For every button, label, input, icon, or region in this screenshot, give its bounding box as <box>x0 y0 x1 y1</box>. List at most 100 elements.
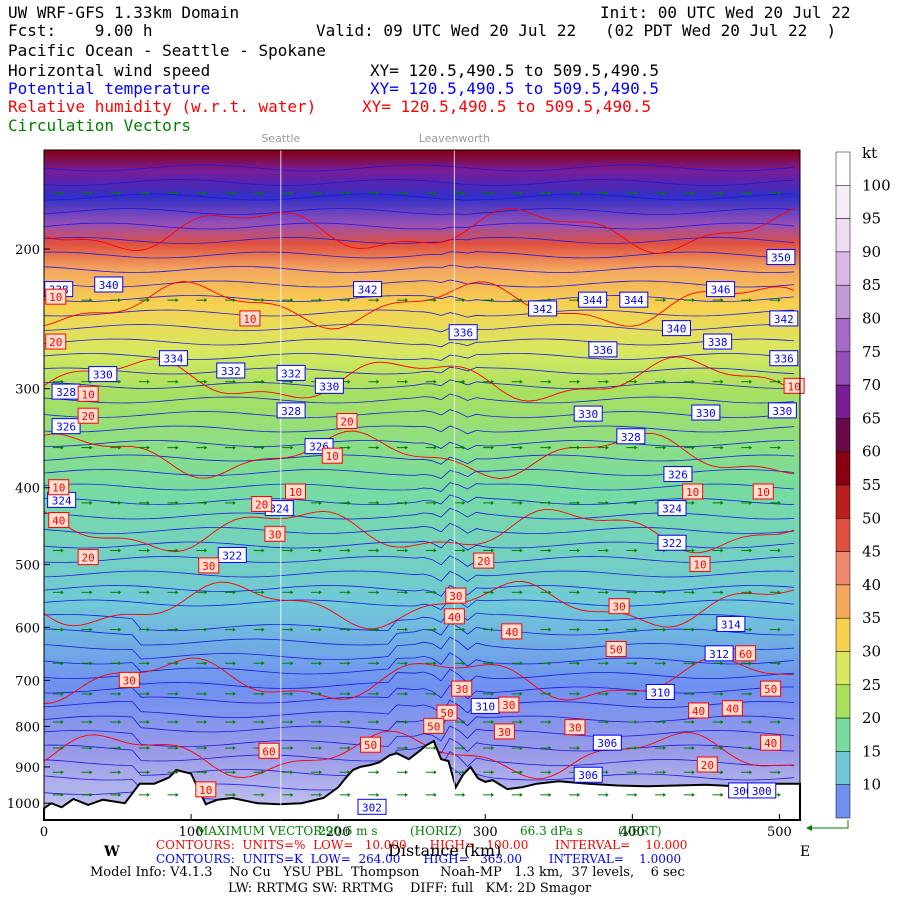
circulation-vector-head <box>491 770 495 775</box>
circulation-vector-head <box>749 590 753 595</box>
rh-label: 50 <box>764 683 777 696</box>
rh-label-box <box>443 608 465 625</box>
circulation-vector-head <box>204 379 208 384</box>
theta-label: 322 <box>222 549 242 562</box>
theta-label: 306 <box>578 769 598 782</box>
circulation-vector-head <box>175 191 179 196</box>
circulation-vector-head <box>519 191 523 196</box>
circulation-vector-head <box>491 590 495 595</box>
theta-label: 310 <box>475 700 495 713</box>
circulation-vector-head <box>146 590 150 595</box>
circulation-vector-head <box>204 445 208 450</box>
circulation-vector-head <box>89 627 93 632</box>
rh-label-box <box>336 412 358 429</box>
circulation-vector-head <box>347 500 351 505</box>
compass-west: W <box>103 844 120 860</box>
circulation-vector-head <box>749 191 753 196</box>
theta-label: 328 <box>56 386 76 399</box>
theta-contour-line <box>43 222 795 230</box>
circulation-vector-head <box>462 720 466 725</box>
circulation-vector-head <box>347 298 351 303</box>
theta-label: 336 <box>593 344 613 357</box>
circulation-vector-head <box>433 298 437 303</box>
rh-label-box <box>239 310 261 327</box>
theta-label-box <box>769 350 799 367</box>
field-theta-xy: XY= 120.5,490.5 to 509.5,490.5 <box>370 79 659 98</box>
circulation-vector-head <box>433 661 437 666</box>
theta-contour-line <box>43 454 795 465</box>
theta-contour-line <box>43 179 795 186</box>
circulation-vector-head <box>175 661 179 666</box>
circulation-vector-head <box>605 792 609 797</box>
circulation-vector-head <box>404 445 408 450</box>
rh-label: 10 <box>81 388 94 401</box>
theta-label-box <box>573 405 603 422</box>
rh-label-box <box>77 385 99 402</box>
circulation-vector-head <box>204 298 208 303</box>
circulation-vector-head <box>60 770 64 775</box>
circulation-vector-head <box>433 746 437 751</box>
colorbar-cell <box>835 185 851 219</box>
circulation-vector-head <box>433 627 437 632</box>
circulation-vector-head <box>663 661 667 666</box>
circulation-vector-head <box>290 720 294 725</box>
circulation-vector-head <box>777 379 781 384</box>
colorbar-cell <box>835 617 851 652</box>
max-vector-horizontal: 290.6 m s <box>318 824 378 838</box>
circulation-vector-head <box>261 298 265 303</box>
circulation-vector-head <box>491 746 495 751</box>
theta-label-box <box>573 766 603 783</box>
theta-label-box <box>703 333 733 350</box>
circulation-vector-head <box>519 746 523 751</box>
theta-contour-line <box>43 609 795 631</box>
circulation-vector-head <box>777 445 781 450</box>
circulation-vector-head <box>318 298 322 303</box>
x-axis-tick-label: 500 <box>767 825 792 840</box>
circulation-vector-head <box>89 661 93 666</box>
circulation-vector-head <box>404 191 408 196</box>
circulation-vector-head <box>691 298 695 303</box>
circulation-vector-head <box>663 746 667 751</box>
theta-label: 314 <box>721 618 741 631</box>
circulation-vector-head <box>60 379 64 384</box>
theta-label: 336 <box>453 327 473 340</box>
circulation-vector-head <box>60 445 64 450</box>
circulation-vector-head <box>118 298 122 303</box>
colorbar-cell <box>835 351 851 386</box>
circulation-vector-head <box>749 720 753 725</box>
circulation-vector-head <box>347 770 351 775</box>
circulation-vector-head <box>491 445 495 450</box>
circulation-vector-head <box>261 379 265 384</box>
circulation-vector-head <box>290 298 294 303</box>
circulation-vector-head <box>548 445 552 450</box>
circulation-vector-head <box>663 590 667 595</box>
theta-label-box <box>578 291 608 308</box>
circulation-vector-head <box>491 500 495 505</box>
circulation-vector-head <box>376 379 380 384</box>
circulation-vector-head <box>261 548 265 553</box>
circulation-vector-head <box>204 627 208 632</box>
init-time: Init: 00 UTC Wed 20 Jul 22 <box>600 3 851 22</box>
rh-label: 50 <box>440 707 453 720</box>
colorbar-label: 100 <box>862 176 891 194</box>
rh-contour-line <box>43 207 795 254</box>
circulation-vector-head <box>777 661 781 666</box>
circulation-vector-head <box>261 792 265 797</box>
rh-label-box <box>501 623 523 640</box>
rh-label: 40 <box>52 515 65 528</box>
circulation-vector-head <box>318 792 322 797</box>
circulation-vector-head <box>404 746 408 751</box>
rh-label-box <box>264 525 286 542</box>
theta-label-box <box>716 615 746 632</box>
circulation-vector-head <box>519 445 523 450</box>
theta-label-box <box>657 534 687 551</box>
rh-label-box <box>195 781 217 798</box>
theta-label: 342 <box>774 313 794 326</box>
circulation-vector-head <box>261 627 265 632</box>
rh-label: 10 <box>199 784 212 797</box>
theta-contour-line <box>43 264 795 273</box>
theta-label: 312 <box>709 648 729 661</box>
circulation-vector-head <box>605 590 609 595</box>
circulation-vector-head <box>232 590 236 595</box>
rh-label-box <box>608 598 630 615</box>
